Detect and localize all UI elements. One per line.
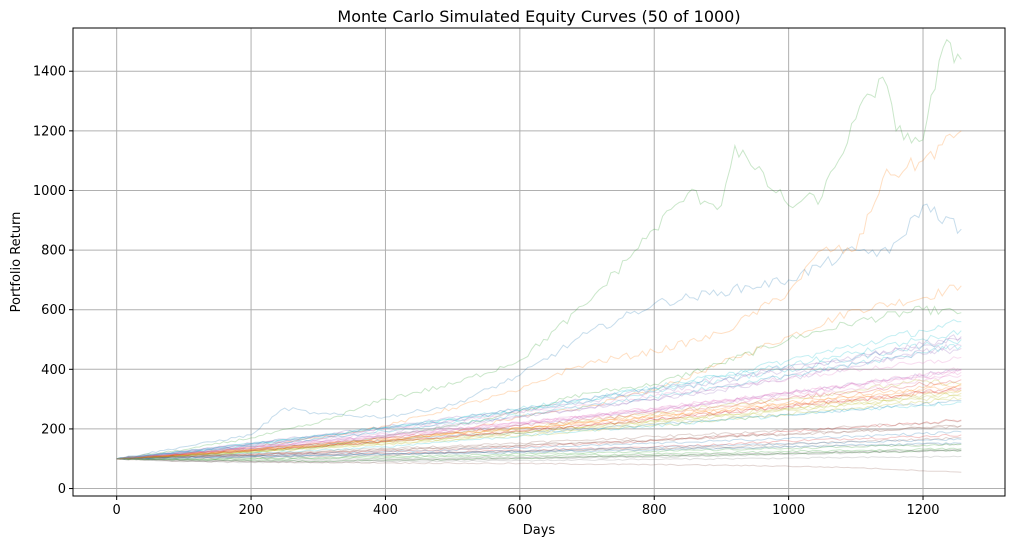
equity-curve-line [116,334,962,460]
equity-curve-line [116,442,962,460]
y-tick-label: 1200 [33,124,66,139]
equity-curve-line [116,449,962,462]
x-tick-label: 600 [507,503,532,518]
plot-area-frame [72,27,1006,497]
grid [73,28,1005,496]
equity-curve-line [116,390,962,460]
equity-curve-line [116,379,962,460]
equity-curve-line [116,367,962,460]
equity-curve-line [116,396,962,460]
equity-curve-line [116,203,962,460]
y-tick-label: 0 [58,482,66,497]
equity-curve-line [116,38,962,460]
equity-curve-line [116,329,962,460]
equity-curve-line [116,430,962,460]
equity-curve-line [116,382,962,460]
x-tick-label: 1000 [772,503,805,518]
equity-curve-line [116,424,962,460]
equity-curve-line [116,338,962,460]
y-tick-label: 1400 [33,65,66,80]
y-axis-label: Portfolio Return [9,212,24,313]
equity-curve-line [116,347,962,460]
y-tick-label: 400 [41,363,66,378]
equity-curve-line [116,449,962,463]
equity-curve-line [116,436,962,461]
x-tick-label: 0 [113,503,121,518]
equity-curve-line [116,389,962,460]
y-tick-label: 200 [41,422,66,437]
x-tick-label: 800 [642,503,667,518]
equity-curve-line [116,437,962,460]
equity-curve-line [116,305,962,460]
equity-curve-line [116,385,962,460]
equity-curve-line [116,449,962,463]
equity-curve-line [116,419,962,460]
equity-curve-line [116,394,962,460]
equity-curve-line [116,356,962,460]
equity-curve-line [116,442,962,460]
equity-curve-line [116,284,962,460]
equity-curve-line [116,319,962,460]
y-axis-ticks: 0 200 400 600 800 1000 1200 1400 [33,65,73,497]
equity-curve-line [116,433,962,460]
y-tick-label: 800 [41,244,66,259]
equity-curve-line [116,368,962,460]
equity-curve-line [116,455,962,464]
x-tick-label: 1200 [906,503,939,518]
equity-curve-line [116,400,962,460]
equity-curve-line [116,388,962,460]
equity-curve-line [116,401,962,460]
equity-curve-line [116,458,962,473]
equity-curve-line [116,337,962,460]
equity-curve-line [116,374,962,460]
chart-title: Monte Carlo Simulated Equity Curves (50 … [337,7,740,26]
y-tick-label: 1000 [33,184,66,199]
equity-curve-line [116,443,962,461]
x-axis-ticks: 0 200 400 600 800 1000 1200 [113,496,940,518]
equity-curve-line [116,344,962,460]
x-tick-label: 400 [373,503,398,518]
equity-curve-line [116,424,962,460]
equity-curve-line [116,379,962,460]
equity-curve-line [116,130,962,460]
series-lines [116,38,962,473]
x-tick-label: 200 [239,503,264,518]
y-tick-label: 600 [41,303,66,318]
equity-curve-line [116,367,962,460]
equity-curve-line [116,392,962,460]
x-axis-label: Days [523,523,556,538]
equity-curve-line [116,449,962,463]
equity-curve-line [116,386,962,460]
equity-curve-line [116,447,962,461]
equity-curve-line [116,343,962,460]
equity-curve-line [116,370,962,460]
equity-curve-line [116,419,962,460]
